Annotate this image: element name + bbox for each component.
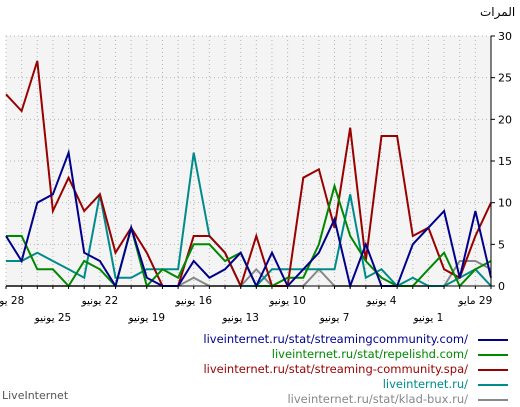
- x-tick-label: 1 يونيو: [412, 312, 443, 324]
- x-tick-label: 4 يونيو: [366, 295, 397, 307]
- legend-label: liveinternet.ru/: [382, 377, 468, 391]
- legend-item: liveinternet.ru/stat/repelishd.com/: [28, 347, 508, 362]
- y-tick-label: 15: [498, 155, 512, 168]
- series-line: [5, 148, 492, 290]
- legend-swatch: [478, 368, 508, 371]
- y-tick-label: 5: [498, 238, 505, 251]
- legend-label: liveinternet.ru/stat/klad-bux.ru/: [287, 392, 468, 406]
- legend-item: liveinternet.ru/stat/klad-bux.ru/: [28, 392, 508, 407]
- series-line: [5, 60, 492, 289]
- y-axis-label: المرات: [480, 5, 515, 20]
- legend-item: liveinternet.ru/: [28, 377, 508, 392]
- footer-logo: LiveInternet: [2, 389, 69, 402]
- x-tick-label: 16 يونيو: [174, 295, 212, 307]
- y-tick-label: 25: [498, 72, 512, 85]
- legend-swatch: [478, 338, 508, 341]
- legend-label: liveinternet.ru/stat/streaming-community…: [203, 362, 468, 376]
- y-ticks: 0 5 10 15 20 25 30: [491, 30, 512, 293]
- legend-swatch: [478, 353, 508, 356]
- y-tick-label: 20: [498, 113, 512, 126]
- x-tick-label: 22 يونيو: [81, 295, 119, 307]
- y-tick-label: 30: [498, 30, 512, 43]
- x-tick-label: 28 يونيو: [0, 295, 24, 307]
- legend-swatch: [478, 398, 508, 401]
- x-tick-label: 13 يونيو: [221, 312, 259, 324]
- legend-swatch: [478, 383, 508, 386]
- x-ticks: 28 يونيو 25 يونيو 22 يونيو 19 يونيو 16 يونيو…: [0, 286, 492, 324]
- legend-item: liveinternet.ru/stat/streaming-community…: [28, 362, 508, 377]
- x-tick-label: 7 يونيو: [319, 312, 350, 324]
- legend-label: liveinternet.ru/stat/streamingcommunity.…: [203, 332, 468, 346]
- x-tick-label: 10 يونيو: [268, 295, 306, 307]
- x-tick-label: 25 يونيو: [34, 312, 72, 324]
- legend-item: liveinternet.ru/stat/streamingcommunity.…: [28, 332, 508, 347]
- y-tick-label: 0: [498, 280, 505, 293]
- legend-label: liveinternet.ru/stat/repelishd.com/: [271, 347, 468, 361]
- x-tick-label: 29 مايو: [457, 295, 492, 307]
- legend: liveinternet.ru/stat/streamingcommunity.…: [28, 332, 508, 407]
- y-tick-label: 10: [498, 197, 512, 210]
- x-tick-label: 19 يونيو: [128, 312, 166, 324]
- line-chart: 0 5 10 15 20 25 30 28 يونيو 25 يونيو 22 يونيو 19 …: [0, 5, 515, 324]
